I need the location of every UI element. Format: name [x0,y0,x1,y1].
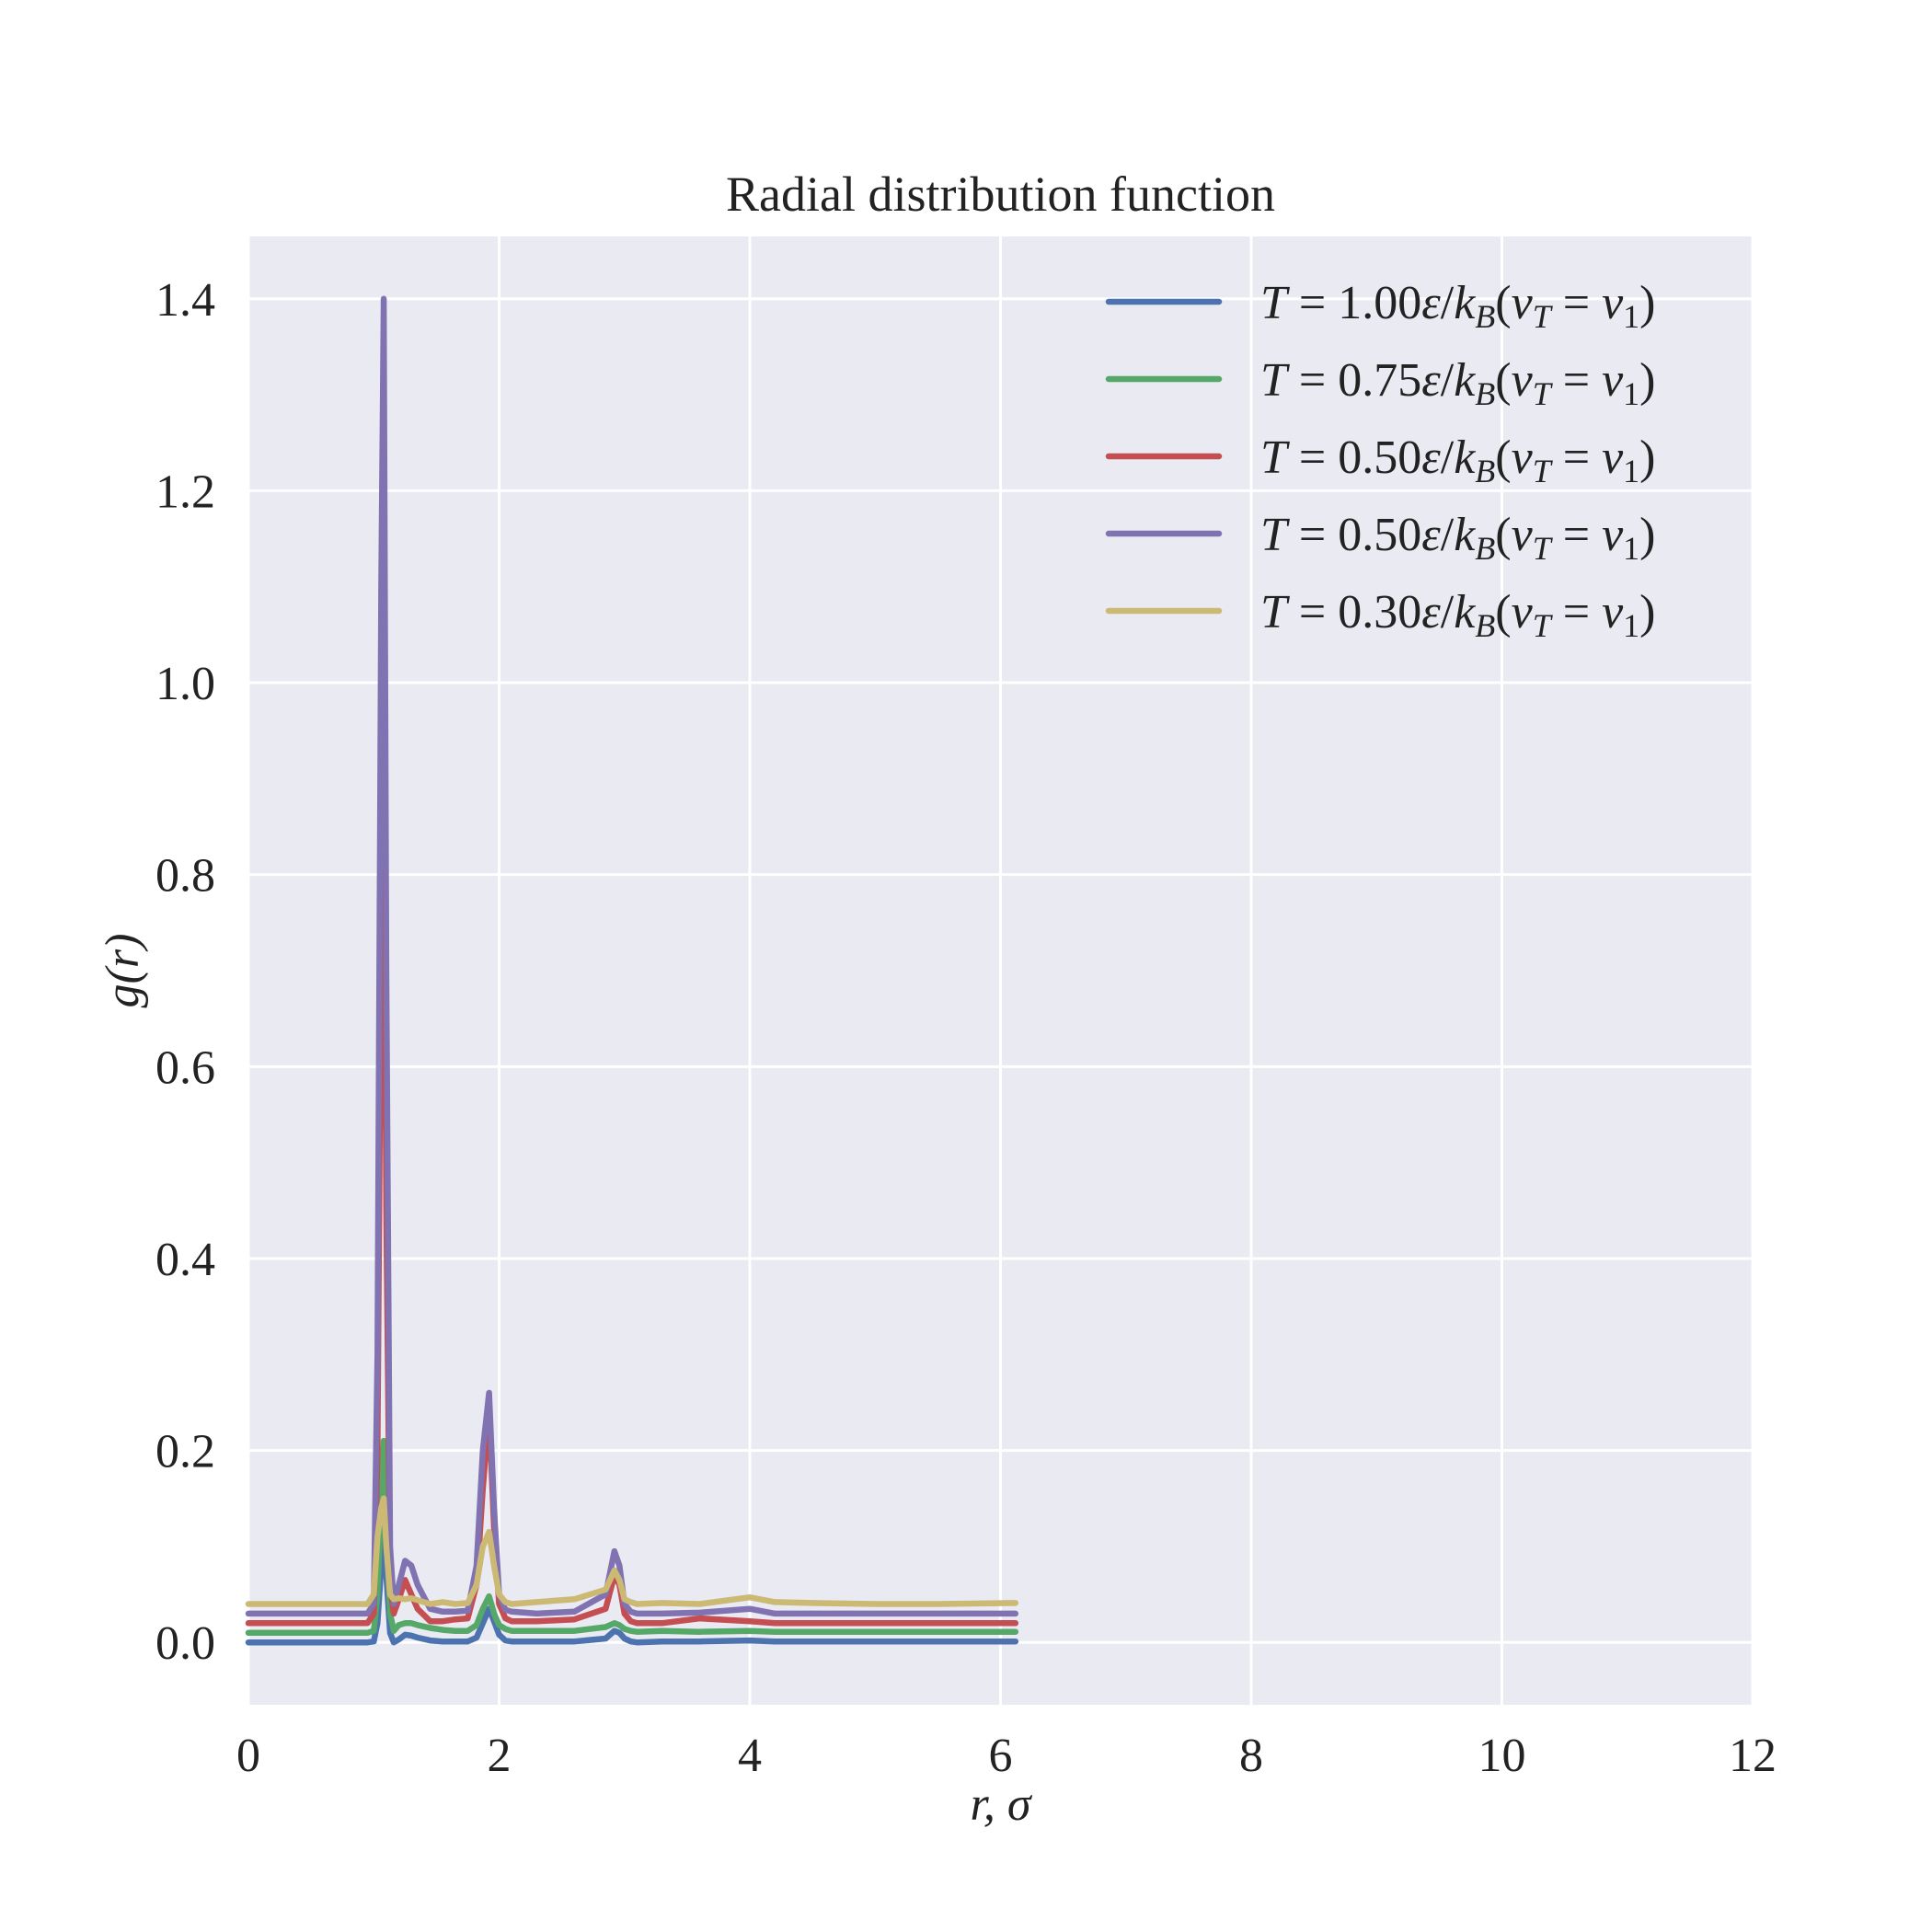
chart-title: Radial distribution function [726,167,1275,222]
series-line-5 [245,1495,1019,1607]
legend-item-3: T = 0.50ε/kB(vT = v1) [1105,431,1656,489]
legend-label: T = 1.00ε/kB(vT = v1) [1260,277,1656,335]
y-tick-labels: 0.0 0.2 0.4 0.6 0.8 1.0 1.2 1.4 [155,274,215,1670]
y-tick-label: 0.8 [155,850,215,903]
legend-item-4: T = 0.50ε/kB(vT = v1) [1105,509,1656,567]
x-tick-label: 0 [236,1730,260,1782]
x-tick-label: 4 [738,1730,762,1782]
y-tick-label: 0.0 [155,1617,215,1670]
x-tick-label: 6 [989,1730,1013,1782]
legend-label: T = 0.50ε/kB(vT = v1) [1260,509,1656,567]
x-tick-label: 12 [1729,1730,1777,1782]
y-tick-label: 0.2 [155,1426,215,1478]
x-tick-label: 2 [488,1730,512,1782]
legend-item-1: T = 1.00ε/kB(vT = v1) [1105,277,1656,335]
x-tick-labels: 0 2 4 6 8 10 12 [236,1730,1777,1782]
legend: T = 1.00ε/kB(vT = v1) T = 0.75ε/kB(vT = v… [1105,277,1656,644]
x-tick-label: 10 [1478,1730,1526,1782]
series-line-4 [245,295,1019,1617]
y-tick-label: 1.0 [155,658,215,710]
y-tick-label: 1.4 [155,274,215,327]
y-tick-label: 0.4 [155,1234,215,1286]
y-tick-label: 1.2 [155,466,215,518]
x-axis-label: r, σ [970,1778,1032,1831]
legend-item-5: T = 0.30ε/kB(vT = v1) [1105,586,1656,644]
series-lines [245,295,1019,1646]
x-tick-label: 8 [1239,1730,1263,1782]
legend-item-2: T = 0.75ε/kB(vT = v1) [1105,354,1656,412]
y-axis-label: g(r) [97,934,149,1008]
legend-label: T = 0.50ε/kB(vT = v1) [1260,431,1656,489]
y-tick-label: 0.6 [155,1041,215,1094]
legend-label: T = 0.30ε/kB(vT = v1) [1260,586,1656,644]
legend-label: T = 0.75ε/kB(vT = v1) [1260,354,1656,412]
